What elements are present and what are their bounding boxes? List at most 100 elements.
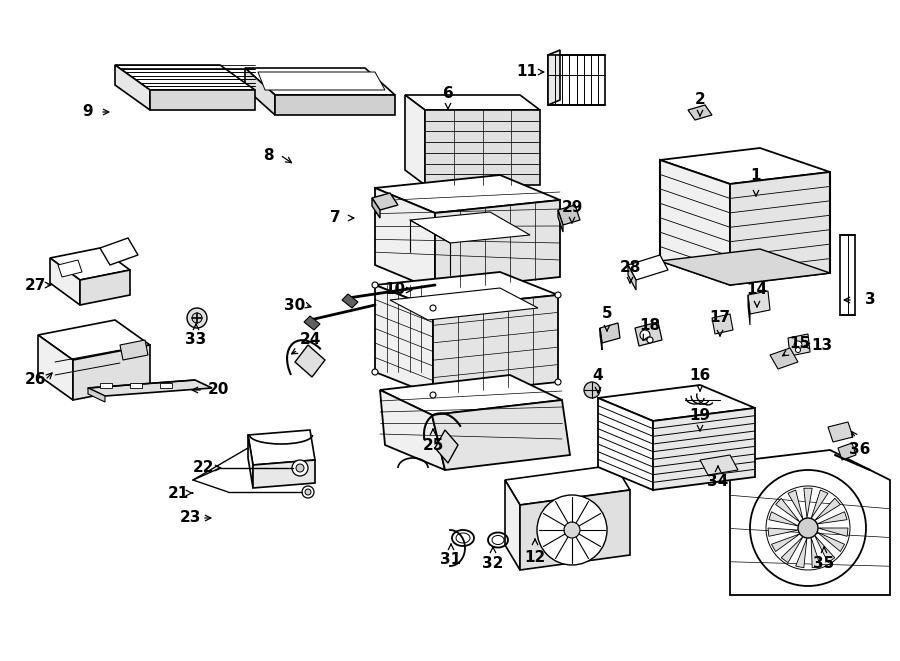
Polygon shape — [80, 270, 130, 305]
Polygon shape — [88, 380, 212, 396]
Text: 9: 9 — [83, 104, 94, 120]
Polygon shape — [425, 110, 540, 185]
Polygon shape — [505, 480, 520, 570]
Text: 12: 12 — [525, 551, 545, 566]
Polygon shape — [600, 323, 620, 343]
Polygon shape — [548, 50, 560, 105]
Polygon shape — [817, 512, 847, 524]
Polygon shape — [150, 90, 255, 110]
Circle shape — [192, 313, 202, 323]
Circle shape — [292, 460, 308, 476]
Polygon shape — [598, 385, 755, 421]
Text: 14: 14 — [746, 282, 768, 297]
Polygon shape — [253, 460, 315, 488]
Circle shape — [555, 292, 561, 298]
Polygon shape — [520, 490, 630, 570]
Text: 32: 32 — [482, 555, 504, 570]
Circle shape — [584, 382, 600, 398]
Polygon shape — [432, 400, 570, 470]
Polygon shape — [769, 512, 798, 526]
Bar — [160, 383, 172, 388]
Circle shape — [796, 348, 800, 352]
Polygon shape — [828, 422, 853, 442]
Polygon shape — [811, 537, 821, 568]
Circle shape — [537, 495, 607, 565]
Text: 17: 17 — [709, 311, 731, 325]
Circle shape — [372, 282, 378, 288]
Polygon shape — [248, 435, 253, 488]
Text: 26: 26 — [24, 373, 46, 387]
Polygon shape — [712, 314, 733, 334]
Polygon shape — [748, 291, 770, 314]
Polygon shape — [505, 465, 630, 505]
Polygon shape — [814, 498, 841, 521]
Circle shape — [766, 486, 850, 570]
Polygon shape — [730, 450, 890, 595]
Text: 23: 23 — [179, 510, 201, 525]
Text: 25: 25 — [422, 438, 444, 453]
Polygon shape — [748, 295, 750, 325]
Polygon shape — [372, 193, 398, 210]
Polygon shape — [342, 294, 358, 308]
Polygon shape — [245, 68, 395, 95]
Circle shape — [564, 522, 580, 538]
Polygon shape — [730, 172, 830, 285]
Polygon shape — [375, 188, 435, 290]
Polygon shape — [781, 537, 803, 563]
Text: 15: 15 — [789, 336, 811, 352]
Polygon shape — [258, 72, 385, 90]
Polygon shape — [304, 316, 320, 330]
Circle shape — [305, 489, 311, 495]
Polygon shape — [58, 260, 82, 277]
Polygon shape — [120, 340, 148, 360]
Text: 27: 27 — [24, 278, 46, 293]
Polygon shape — [405, 95, 540, 110]
Text: 24: 24 — [300, 332, 320, 348]
Text: 6: 6 — [443, 85, 454, 100]
Bar — [100, 383, 112, 388]
Text: 31: 31 — [440, 553, 462, 568]
Polygon shape — [660, 160, 730, 285]
Text: 11: 11 — [517, 65, 537, 79]
Text: 20: 20 — [207, 383, 229, 397]
Text: 19: 19 — [689, 407, 711, 422]
Text: 36: 36 — [850, 442, 870, 457]
Text: 10: 10 — [384, 282, 406, 297]
Polygon shape — [375, 285, 433, 395]
Circle shape — [302, 486, 314, 498]
Circle shape — [296, 464, 304, 472]
Polygon shape — [817, 532, 844, 551]
Circle shape — [555, 379, 561, 385]
Text: 16: 16 — [689, 368, 711, 383]
Polygon shape — [433, 295, 558, 395]
Polygon shape — [628, 265, 636, 290]
Text: 29: 29 — [562, 200, 582, 215]
Polygon shape — [372, 198, 380, 218]
Polygon shape — [115, 65, 150, 110]
Text: 3: 3 — [865, 293, 876, 307]
Polygon shape — [814, 535, 835, 563]
Text: 7: 7 — [329, 210, 340, 225]
Text: 2: 2 — [695, 93, 706, 108]
Polygon shape — [88, 388, 105, 402]
Polygon shape — [558, 210, 563, 232]
Polygon shape — [380, 390, 445, 470]
Text: 18: 18 — [639, 317, 661, 332]
Polygon shape — [435, 430, 458, 463]
Polygon shape — [598, 398, 653, 490]
Polygon shape — [796, 538, 807, 568]
Circle shape — [430, 392, 436, 398]
Polygon shape — [295, 345, 325, 377]
Polygon shape — [840, 235, 855, 315]
Text: 1: 1 — [751, 167, 761, 182]
Polygon shape — [245, 68, 275, 115]
Polygon shape — [811, 490, 828, 518]
Circle shape — [750, 470, 866, 586]
Circle shape — [187, 308, 207, 328]
Polygon shape — [660, 249, 830, 285]
Text: 35: 35 — [814, 555, 834, 570]
Text: 13: 13 — [812, 338, 833, 354]
Circle shape — [647, 337, 653, 343]
Circle shape — [430, 305, 436, 311]
Polygon shape — [405, 95, 425, 185]
